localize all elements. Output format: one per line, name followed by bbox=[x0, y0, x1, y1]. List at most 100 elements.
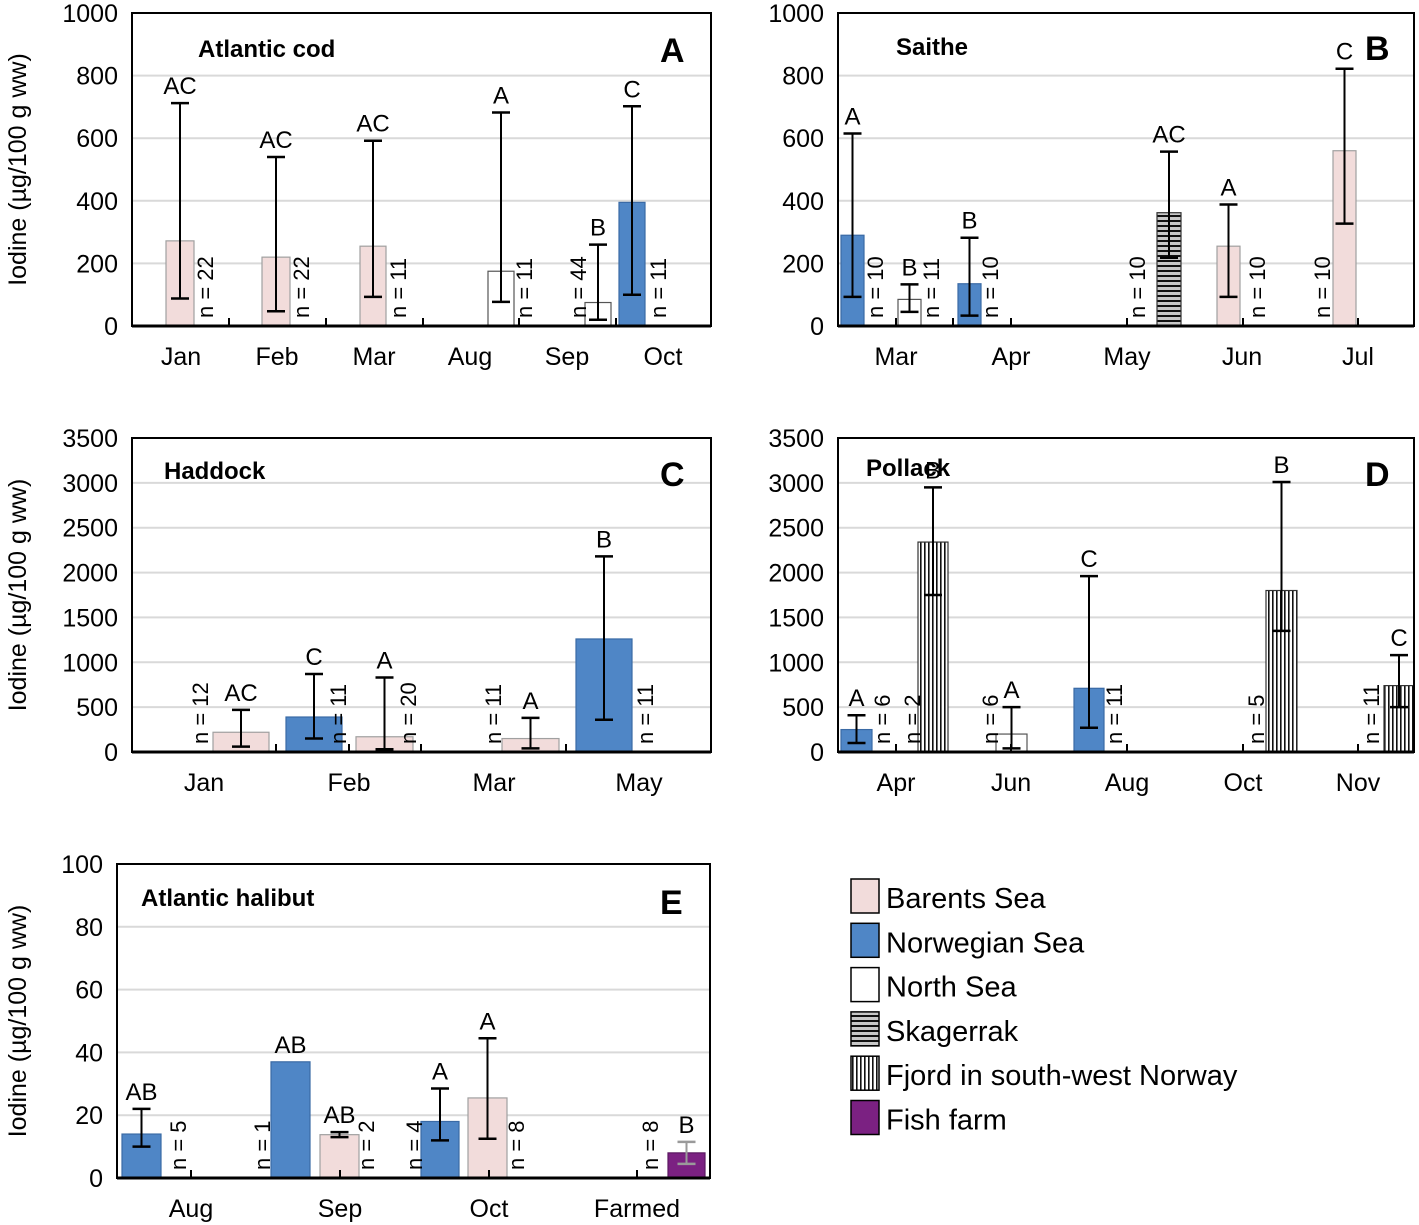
sample-size-label: n = 11 bbox=[512, 258, 537, 318]
y-tick-label: 200 bbox=[782, 250, 824, 278]
legend-swatch bbox=[850, 1055, 880, 1091]
panel-letter: B bbox=[1365, 30, 1390, 68]
sample-size-label: n = 22 bbox=[193, 256, 218, 318]
y-tick-label: 200 bbox=[76, 250, 118, 278]
significance-label: A bbox=[493, 83, 509, 110]
panel-letter: E bbox=[660, 884, 683, 922]
legend: Barents Sea Norwegian Sea North Sea Skagerr… bbox=[850, 878, 1238, 1137]
y-tick-label: 1500 bbox=[62, 604, 118, 632]
legend-item-norwegian: Norwegian Sea bbox=[850, 922, 1085, 959]
legend-item-barents: Barents Sea bbox=[850, 878, 1046, 915]
sample-size-label: n = 5 bbox=[1244, 694, 1269, 744]
panel-title: Pollack bbox=[866, 455, 951, 482]
legend-item-fjord: Fjord in south-west Norway bbox=[850, 1055, 1238, 1092]
error-bar bbox=[1335, 67, 1354, 225]
legend-swatch bbox=[850, 1011, 880, 1047]
significance-label: AC bbox=[1152, 122, 1185, 149]
error-bar bbox=[847, 713, 866, 745]
legend-label: Fish farm bbox=[886, 1105, 1007, 1137]
legend-label: Barents Sea bbox=[886, 883, 1046, 915]
x-tick-label: May bbox=[615, 769, 663, 797]
sample-size-label: n = 11 bbox=[386, 258, 411, 318]
legend-item-farm: Fish farm bbox=[850, 1099, 1007, 1137]
legend-label: Skagerrak bbox=[886, 1016, 1019, 1048]
x-tick-label: Jun bbox=[991, 769, 1031, 797]
significance-label: A bbox=[1220, 175, 1236, 202]
y-tick-label: 3500 bbox=[768, 425, 824, 453]
x-tick-label: Jan bbox=[184, 769, 224, 797]
y-tick-label: 3500 bbox=[62, 425, 118, 453]
significance-label: AC bbox=[259, 127, 292, 154]
error-bar bbox=[232, 708, 250, 748]
y-axis-label: Iodine (µg/100 g ww) bbox=[4, 53, 32, 286]
y-tick-label: 400 bbox=[76, 188, 118, 216]
y-tick-label: 2000 bbox=[768, 560, 824, 588]
sample-size-label: n = 10 bbox=[1245, 256, 1270, 318]
y-tick-label: 0 bbox=[104, 739, 118, 767]
sample-size-label: n = 11 bbox=[481, 684, 506, 744]
sample-size-label: n = 5 bbox=[166, 1120, 191, 1170]
error-bar bbox=[1272, 480, 1291, 633]
y-tick-label: 0 bbox=[810, 739, 824, 767]
legend-swatch bbox=[850, 966, 880, 1003]
y-tick-label: 60 bbox=[75, 977, 103, 1005]
sample-size-label: n = 2 bbox=[900, 694, 925, 744]
error-bar bbox=[267, 155, 285, 313]
y-tick-label: 400 bbox=[782, 188, 824, 216]
sample-size-label: n = 11 bbox=[326, 684, 351, 744]
bar-norwegian bbox=[270, 1061, 311, 1179]
legend-label: Fjord in south-west Norway bbox=[886, 1060, 1238, 1092]
significance-label: C bbox=[623, 76, 640, 103]
sample-size-label: n = 22 bbox=[289, 256, 314, 318]
error-bar bbox=[375, 676, 394, 751]
sample-size-label: n = 11 bbox=[646, 258, 671, 318]
legend-label: Norwegian Sea bbox=[886, 927, 1085, 959]
significance-label: C bbox=[1080, 546, 1097, 573]
significance-label: C bbox=[1390, 625, 1407, 652]
y-tick-label: 80 bbox=[75, 914, 103, 942]
significance-label: B bbox=[961, 208, 977, 235]
legend-item-skagerrak: Skagerrak bbox=[850, 1011, 1019, 1048]
y-tick-label: 2000 bbox=[62, 560, 118, 588]
error-bar bbox=[364, 139, 382, 299]
legend-swatch bbox=[850, 1099, 880, 1136]
panel-c: AC C A A Bn = 12 n = 11 n = 20 n = 11 n = 11 0 500… bbox=[4, 425, 712, 797]
y-tick-label: 500 bbox=[782, 694, 824, 722]
error-bar bbox=[305, 672, 323, 740]
panel-letter: A bbox=[660, 32, 685, 70]
error-bar bbox=[924, 486, 942, 597]
x-tick-label: Sep bbox=[318, 1195, 362, 1223]
legend-item-north: North Sea bbox=[850, 966, 1017, 1004]
sample-size-label: n = 6 bbox=[978, 694, 1003, 744]
x-tick-label: Mar bbox=[352, 343, 395, 371]
x-tick-label: Oct bbox=[1224, 769, 1263, 797]
error-bar bbox=[1080, 574, 1098, 730]
x-tick-label: Aug bbox=[1105, 769, 1149, 797]
x-tick-label: Apr bbox=[992, 343, 1031, 371]
significance-label: C bbox=[305, 644, 322, 671]
significance-label: AC bbox=[224, 680, 257, 707]
sample-size-label: n = 12 bbox=[188, 682, 213, 744]
y-tick-label: 800 bbox=[782, 63, 824, 91]
significance-label: A bbox=[844, 104, 860, 131]
error-bar bbox=[900, 283, 919, 314]
sample-size-label: n = 10 bbox=[1310, 256, 1335, 318]
sample-size-label: n = 6 bbox=[870, 694, 895, 744]
panel-title: Saithe bbox=[896, 34, 968, 61]
x-tick-label: Farmed bbox=[594, 1195, 680, 1223]
y-axis-label: Iodine (µg/100 g ww) bbox=[4, 905, 32, 1138]
error-bar bbox=[431, 1087, 449, 1142]
x-tick-label: Jun bbox=[1222, 343, 1262, 371]
legend-swatch bbox=[850, 878, 880, 914]
y-tick-label: 40 bbox=[75, 1039, 103, 1067]
x-tick-label: Feb bbox=[255, 343, 298, 371]
significance-label: AC bbox=[356, 111, 389, 138]
y-tick-label: 1000 bbox=[62, 0, 118, 28]
error-bar bbox=[492, 111, 510, 304]
sample-size-label: n = 1 bbox=[250, 1120, 275, 1170]
sample-size-label: n = 8 bbox=[504, 1120, 529, 1170]
